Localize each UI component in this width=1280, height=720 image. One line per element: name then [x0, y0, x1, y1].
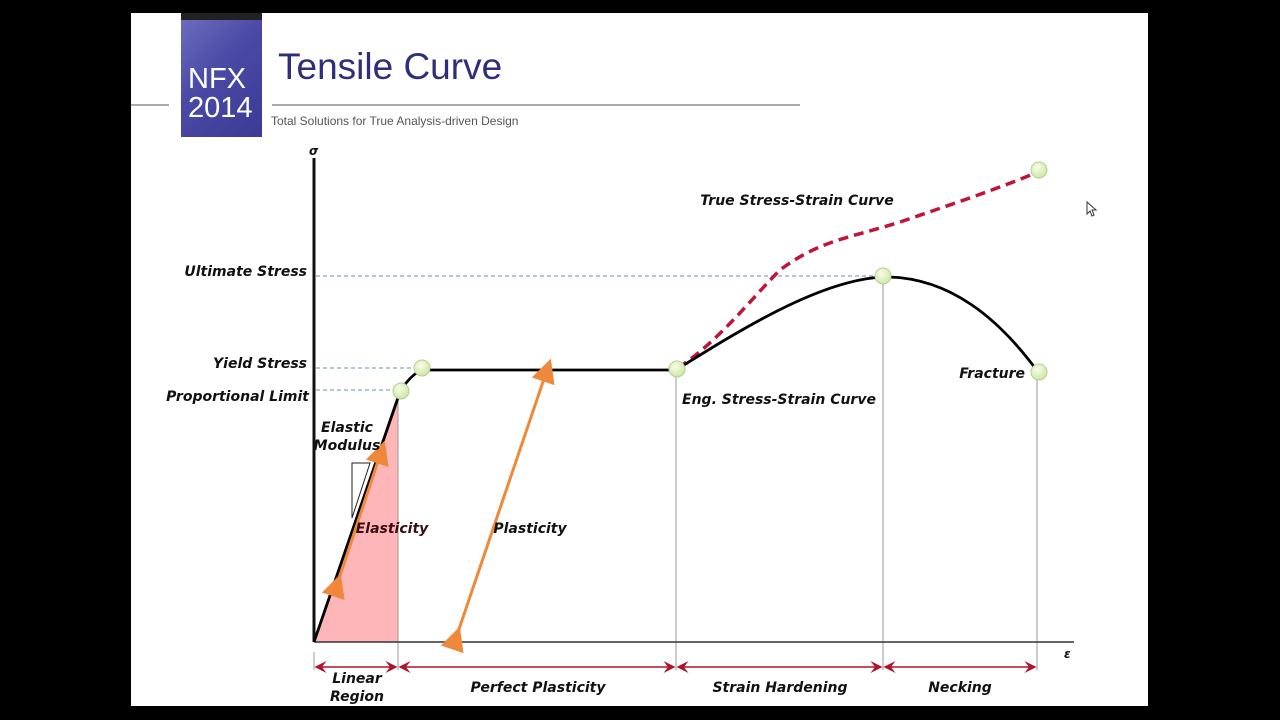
logo-text: NFX 2014 — [188, 65, 253, 123]
region-linear-label-2: Region — [330, 689, 384, 705]
elasticity-arrow — [321, 440, 389, 601]
mouse-cursor-icon — [1086, 201, 1098, 217]
logo-top-bar — [181, 13, 262, 20]
reference-lines — [316, 275, 882, 391]
true-curve — [677, 170, 1039, 370]
fracture-label: Fracture — [959, 366, 1025, 382]
tensile-chart: σ ε Ultimate Stress Yield Stress Proport… — [166, 144, 1074, 705]
region-necking-label: Necking — [928, 680, 992, 696]
proportional-limit-node — [392, 382, 410, 400]
yield-stress-label: Yield Stress — [213, 356, 307, 372]
true-fracture-node — [1030, 161, 1048, 179]
true-curve-label: True Stress-Strain Curve — [700, 193, 893, 209]
header-rule-left — [131, 104, 169, 106]
elastic-modulus-label-2: Modulus — [314, 438, 381, 454]
header-rule — [272, 104, 800, 106]
curve-nodes — [392, 161, 1048, 400]
plasticity-end-node — [668, 360, 686, 378]
proportional-limit-label: Proportional Limit — [166, 389, 310, 405]
yield-node — [413, 359, 431, 377]
elasticity-label: Elasticity — [356, 521, 429, 537]
eng-curve-label: Eng. Stress-Strain Curve — [682, 392, 876, 408]
plasticity-label: Plasticity — [493, 521, 567, 537]
epsilon-label: ε — [1064, 647, 1071, 661]
fracture-node — [1030, 363, 1048, 381]
region-linear-label-1: Linear — [332, 671, 383, 687]
nfx-logo: NFX 2014 — [181, 13, 262, 137]
ultimate-node — [874, 267, 892, 285]
page-subtitle: Total Solutions for True Analysis-driven… — [271, 114, 519, 128]
region-dividers — [313, 278, 1038, 670]
page-title: Tensile Curve — [278, 46, 503, 87]
logo-line1: NFX — [188, 63, 246, 95]
region-strain-hardening-label: Strain Hardening — [712, 680, 847, 696]
slide: NFX 2014 Tensile Curve Total Solutions f… — [131, 13, 1148, 706]
sigma-label: σ — [309, 144, 319, 158]
plasticity-arrow — [440, 358, 555, 654]
region-perfect-plasticity-label: Perfect Plasticity — [471, 680, 607, 696]
ultimate-stress-label: Ultimate Stress — [184, 264, 307, 280]
elastic-modulus-label-1: Elastic — [321, 420, 374, 436]
logo-line2: 2014 — [188, 92, 253, 124]
